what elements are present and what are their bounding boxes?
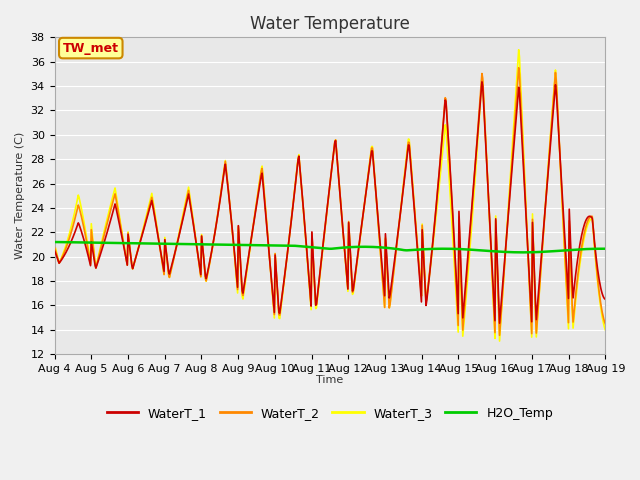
Legend: WaterT_1, WaterT_2, WaterT_3, H2O_Temp: WaterT_1, WaterT_2, WaterT_3, H2O_Temp — [102, 402, 558, 424]
H2O_Temp — [61, 240, 68, 245]
H2O_Temp — [602, 246, 609, 252]
WaterT_1 — [51, 248, 58, 253]
WaterT_2 — [397, 207, 404, 213]
Title: Water Temperature: Water Temperature — [250, 15, 410, 33]
WaterT_3 — [413, 234, 420, 240]
H2O_Temp — [397, 247, 404, 252]
WaterT_3 — [202, 278, 210, 284]
WaterT_1 — [173, 241, 181, 247]
WaterT_2 — [413, 235, 420, 241]
WaterT_2 — [602, 321, 609, 326]
Line: H2O_Temp: H2O_Temp — [54, 242, 605, 252]
WaterT_3 — [51, 241, 58, 247]
WaterT_1 — [496, 320, 504, 326]
X-axis label: Time: Time — [316, 375, 344, 385]
WaterT_3 — [117, 225, 125, 230]
WaterT_2 — [61, 249, 68, 255]
WaterT_2 — [173, 241, 181, 247]
WaterT_2 — [496, 333, 504, 338]
WaterT_2 — [117, 227, 125, 232]
WaterT_2 — [202, 278, 210, 284]
Y-axis label: Water Temperature (C): Water Temperature (C) — [15, 132, 25, 259]
WaterT_1 — [202, 276, 210, 281]
WaterT_2 — [51, 245, 58, 251]
Line: WaterT_1: WaterT_1 — [54, 82, 605, 323]
WaterT_1 — [478, 79, 486, 85]
WaterT_1 — [397, 207, 404, 213]
Line: WaterT_3: WaterT_3 — [54, 50, 605, 341]
WaterT_3 — [397, 206, 404, 212]
WaterT_1 — [602, 296, 609, 302]
H2O_Temp — [173, 241, 181, 247]
H2O_Temp — [202, 241, 210, 247]
WaterT_1 — [61, 252, 68, 258]
H2O_Temp — [51, 239, 58, 245]
WaterT_2 — [515, 65, 522, 71]
H2O_Temp — [413, 247, 420, 252]
Line: WaterT_2: WaterT_2 — [54, 68, 605, 336]
WaterT_3 — [515, 47, 522, 53]
WaterT_3 — [496, 338, 504, 344]
H2O_Temp — [117, 240, 125, 246]
WaterT_1 — [117, 230, 125, 236]
WaterT_3 — [602, 327, 609, 333]
WaterT_3 — [173, 240, 181, 245]
Text: TW_met: TW_met — [63, 42, 119, 55]
WaterT_3 — [61, 247, 68, 252]
H2O_Temp — [518, 250, 526, 255]
WaterT_1 — [413, 239, 420, 244]
